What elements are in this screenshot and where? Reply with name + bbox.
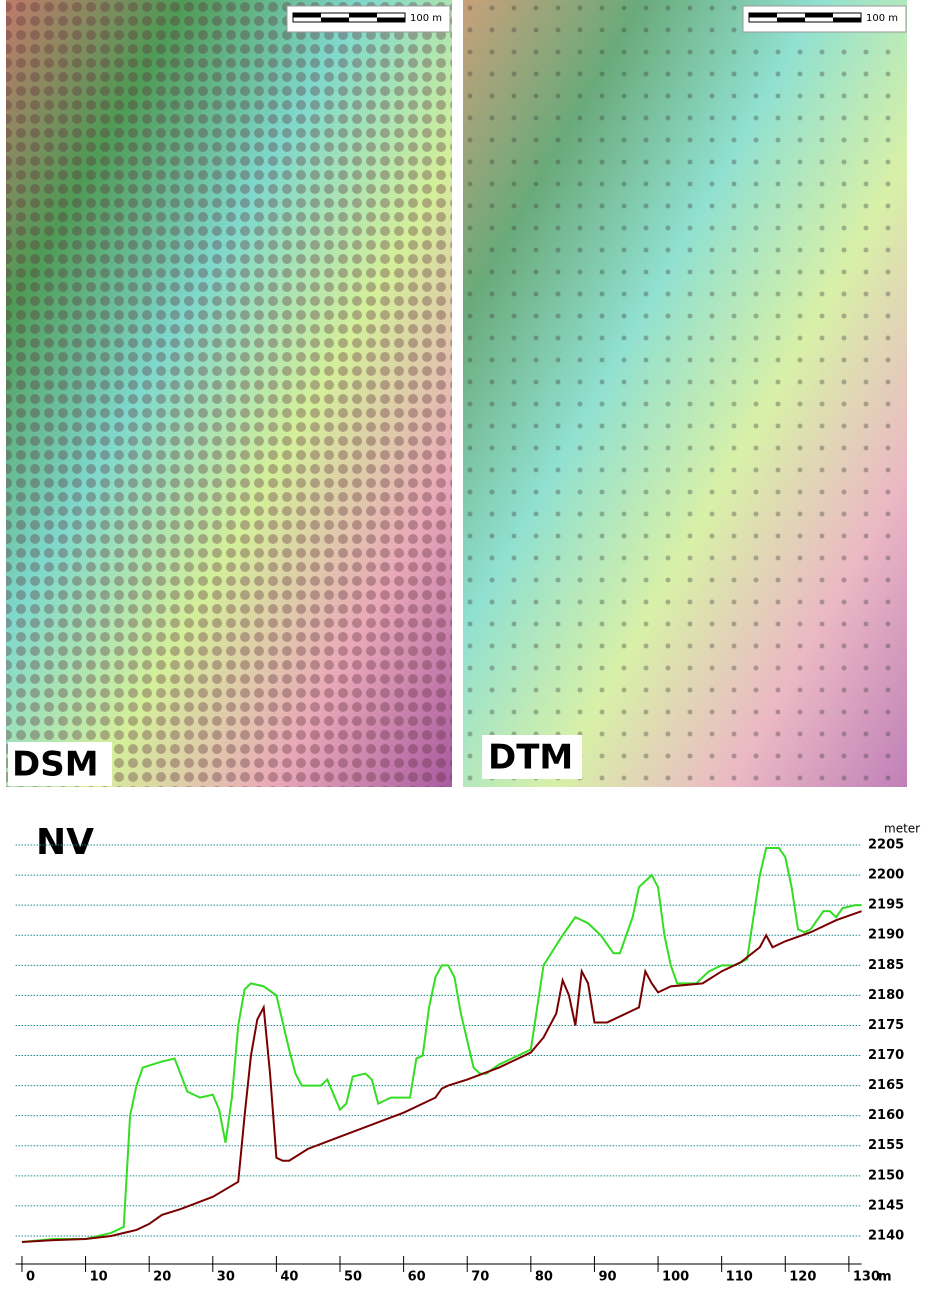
x-tick-label: 20 bbox=[153, 1270, 171, 1285]
y-tick-label: 2180 bbox=[868, 988, 904, 1003]
scale-bar: 100 m bbox=[743, 6, 906, 32]
scale-label: 100 m bbox=[866, 13, 898, 24]
x-tick-label: 70 bbox=[471, 1270, 489, 1285]
x-tick-label: 40 bbox=[280, 1270, 298, 1285]
y-tick-label: 2200 bbox=[868, 868, 904, 883]
profile-line bbox=[22, 848, 862, 1242]
x-tick-label: 130 bbox=[853, 1270, 880, 1285]
figure: 100 m 100 m DSM DTM NVmeter2140214521502… bbox=[0, 0, 927, 1289]
map-label: DSM bbox=[12, 745, 99, 785]
x-tick-label: 0 bbox=[26, 1270, 35, 1285]
y-tick-label: 2195 bbox=[868, 898, 904, 913]
profile-chart: NV meter 2140 2145 2150 2155 2160 2165 2170 2175 2… bbox=[16, 822, 921, 1285]
scale-label: 100 m bbox=[410, 13, 442, 24]
y-tick-label: 2170 bbox=[868, 1048, 904, 1063]
y-tick-label: 2150 bbox=[868, 1168, 904, 1183]
x-tick-label: 50 bbox=[344, 1270, 362, 1285]
x-tick-label: 100 bbox=[662, 1270, 689, 1285]
x-tick-label: 60 bbox=[408, 1270, 426, 1285]
y-axis-label: meter bbox=[884, 822, 920, 836]
x-tick-label: 120 bbox=[789, 1270, 816, 1285]
profile-line bbox=[22, 911, 862, 1242]
y-tick-label: 2165 bbox=[868, 1078, 904, 1093]
y-tick-label: 2160 bbox=[868, 1108, 904, 1123]
dsm-texture bbox=[6, 0, 452, 787]
chart-title: NV bbox=[36, 822, 94, 863]
y-tick-label: 2205 bbox=[868, 838, 904, 853]
x-tick-label: 30 bbox=[217, 1270, 235, 1285]
y-tick-label: 2145 bbox=[868, 1198, 904, 1213]
scale-bar: 100 m bbox=[287, 6, 450, 32]
x-axis-label: m bbox=[878, 1270, 892, 1285]
x-tick-label: 10 bbox=[90, 1270, 108, 1285]
y-tick-label: 2190 bbox=[868, 928, 904, 943]
map-label: DTM bbox=[488, 738, 573, 778]
x-tick-label: 80 bbox=[535, 1270, 553, 1285]
y-tick-label: 2155 bbox=[868, 1138, 904, 1153]
y-tick-label: 2175 bbox=[868, 1018, 904, 1033]
x-tick-label: 110 bbox=[726, 1270, 753, 1285]
dtm-texture bbox=[463, 0, 907, 787]
page: {"maps":[{"label":"DSM","scale":"100 m"}… bbox=[0, 0, 927, 1289]
y-tick-label: 2140 bbox=[868, 1228, 904, 1243]
x-tick-label: 90 bbox=[598, 1270, 616, 1285]
y-tick-label: 2185 bbox=[868, 958, 904, 973]
